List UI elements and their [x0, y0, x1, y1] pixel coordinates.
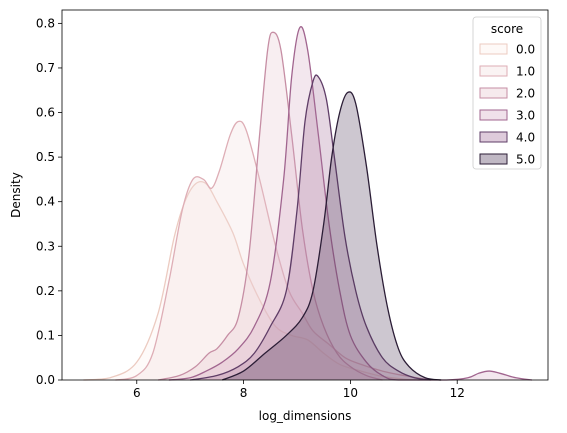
- plot-frame: [61, 9, 549, 381]
- density-areas: [83, 26, 533, 381]
- density-area-score-0.0: [83, 181, 420, 380]
- legend: score 0.0 1.0 2.0 3.0 4.0 5.0: [472, 16, 542, 170]
- density-area-score-1.0: [115, 121, 431, 380]
- x-tick-label: 8: [240, 386, 248, 400]
- legend-label-score-3.0: 3.0: [516, 109, 535, 123]
- legend-swatch-score-5.0: [479, 153, 508, 165]
- density-line-score-2.0: [157, 31, 383, 381]
- x-tick-label: 10: [343, 386, 358, 400]
- y-axis: 0.0 0.1 0.2 0.3 0.4 0.5 0.6 0.7 0.8: [36, 16, 62, 387]
- y-tick-label: 0.5: [36, 150, 55, 164]
- legend-items: 0.0 1.0 2.0 3.0 4.0 5.0: [479, 43, 535, 167]
- y-tick-label: 0.3: [36, 239, 55, 253]
- y-tick-label: 0.0: [36, 373, 55, 387]
- legend-swatch-score-4.0: [479, 131, 508, 143]
- density-area-score-2.0: [158, 32, 383, 380]
- legend-swatch-score-1.0: [479, 65, 508, 77]
- legend-label-score-5.0: 5.0: [516, 153, 535, 167]
- legend-label-score-1.0: 1.0: [516, 65, 535, 79]
- legend-label-score-4.0: 4.0: [516, 131, 535, 145]
- legend-swatch-score-0.0: [479, 43, 508, 55]
- x-axis: 6 8 10 12: [133, 380, 465, 400]
- density-line-score-5.0: [221, 91, 442, 381]
- legend-swatch-score-3.0: [479, 109, 508, 121]
- density-area-score-4.0: [190, 75, 431, 381]
- y-tick-label: 0.6: [36, 106, 55, 120]
- density-line-score-3.0: [168, 26, 533, 381]
- x-tick-label: 6: [133, 386, 141, 400]
- y-axis-label: Density: [9, 172, 23, 218]
- x-axis-label: log_dimensions: [259, 409, 352, 423]
- y-tick-label: 0.8: [36, 16, 55, 30]
- legend-title: score: [491, 22, 523, 36]
- x-tick-label: 12: [450, 386, 465, 400]
- y-tick-label: 0.1: [36, 328, 55, 342]
- y-tick-label: 0.7: [36, 61, 55, 75]
- legend-swatch-score-2.0: [479, 87, 508, 99]
- y-tick-label: 0.4: [36, 195, 55, 209]
- density-line-score-1.0: [115, 120, 431, 381]
- legend-label-score-0.0: 0.0: [516, 43, 535, 57]
- density-line-score-4.0: [190, 74, 431, 381]
- density-area-score-5.0: [222, 91, 442, 381]
- y-tick-label: 0.2: [36, 284, 55, 298]
- legend-label-score-2.0: 2.0: [516, 87, 535, 101]
